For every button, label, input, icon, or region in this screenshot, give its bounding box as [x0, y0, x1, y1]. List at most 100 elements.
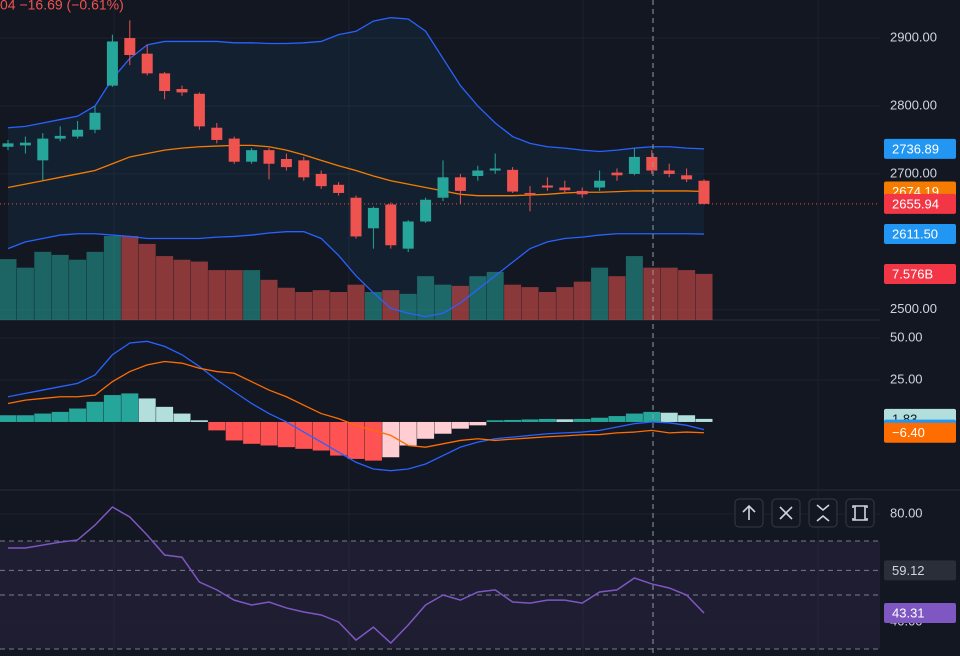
- histogram-bar: [34, 413, 52, 422]
- histogram-bar: [103, 395, 121, 422]
- toolbar: [734, 498, 875, 528]
- volume-bar: [260, 279, 278, 320]
- volume-bar: [69, 259, 87, 320]
- volume-bar: [347, 284, 365, 320]
- candle-body: [2, 143, 14, 147]
- volume-badge: [884, 264, 956, 284]
- histogram-bar: [173, 413, 191, 422]
- volume-bar: [643, 267, 661, 320]
- volume-bar: [556, 287, 574, 320]
- histogram-bar: [312, 421, 330, 451]
- histogram-bar: [190, 420, 208, 422]
- histogram-bar: [0, 415, 17, 422]
- histogram-bar: [417, 421, 435, 439]
- volume-bar: [660, 267, 678, 320]
- histogram-bar: [573, 418, 591, 422]
- histogram-bar: [678, 415, 696, 422]
- histogram-bar: [556, 419, 574, 422]
- histogram-bar: [591, 417, 609, 422]
- histogram-bar: [277, 421, 295, 448]
- volume-bar: [521, 287, 539, 320]
- histogram-bar: [138, 398, 156, 422]
- y-tick-label: 2900.00: [890, 29, 937, 44]
- volume-bar: [382, 290, 400, 320]
- volume-bar: [591, 267, 609, 320]
- candle-body: [420, 199, 432, 222]
- candle-body: [333, 184, 345, 193]
- volume-bar: [156, 256, 174, 320]
- price-badge: [884, 422, 956, 443]
- candle-body: [698, 180, 710, 204]
- volume-bar: [225, 270, 243, 320]
- histogram-bar: [295, 421, 313, 449]
- y-tick-label: 25.00: [890, 371, 923, 386]
- move-up-button[interactable]: [734, 498, 764, 528]
- volume-bar: [625, 256, 643, 320]
- histogram-bar: [121, 393, 139, 422]
- volume-bar: [364, 292, 382, 320]
- candle-body: [228, 138, 240, 162]
- histogram-bar: [486, 420, 504, 422]
- line: [8, 506, 705, 645]
- volume-bar: [695, 273, 713, 320]
- candle-body: [524, 192, 536, 195]
- candle-body: [124, 38, 136, 56]
- header-change: 04 −16.69 (−0.61%): [0, 0, 124, 13]
- histogram-bar: [382, 421, 400, 458]
- price-badge: [884, 560, 956, 581]
- maximize-button[interactable]: [845, 498, 875, 528]
- volume-badge-label: 7.576B: [892, 266, 933, 281]
- y-tick-label: 80.00: [890, 505, 923, 520]
- histogram-bar: [364, 421, 382, 461]
- volume-bar: [208, 270, 226, 320]
- volume-bar: [417, 276, 435, 320]
- candle-body: [611, 172, 623, 176]
- histogram-bar: [86, 401, 104, 422]
- y-tick-label: 2700.00: [890, 165, 937, 180]
- histogram-bar: [504, 419, 522, 422]
- candle-body: [576, 190, 588, 195]
- candle-body: [298, 160, 310, 178]
- volume-bar: [295, 292, 313, 320]
- volume-bar: [103, 236, 121, 320]
- candle-body: [681, 175, 693, 180]
- candle-body: [159, 73, 171, 92]
- volume-bar: [486, 271, 504, 320]
- candle-body: [246, 150, 258, 162]
- price-badge: [884, 138, 956, 159]
- candle-body: [628, 156, 640, 174]
- volume-bar: [190, 261, 208, 320]
- histogram-bar: [608, 416, 626, 422]
- price-badge-label: 2655.94: [892, 196, 939, 211]
- candle-body: [472, 170, 484, 176]
- histogram-bar: [521, 419, 539, 422]
- close-button[interactable]: [771, 498, 801, 528]
- histogram-bar: [469, 421, 487, 426]
- line: [7, 360, 705, 448]
- histogram-bar: [51, 411, 69, 422]
- candle-body: [54, 135, 66, 139]
- histogram-bar: [260, 421, 278, 446]
- candle-body: [19, 142, 31, 146]
- line: [7, 144, 705, 197]
- volume-bar: [121, 236, 139, 320]
- histogram-bar: [434, 421, 452, 434]
- histogram-bar: [156, 406, 174, 422]
- candle-body: [454, 177, 466, 191]
- candle-body: [315, 173, 327, 187]
- candle-body: [211, 127, 223, 140]
- histogram-bar: [69, 408, 87, 422]
- candle-body: [437, 177, 449, 198]
- volume-bar: [86, 251, 104, 320]
- histogram-bar: [660, 412, 678, 422]
- candle-body: [507, 169, 519, 192]
- candle-body: [350, 197, 362, 237]
- candle-body: [541, 185, 553, 188]
- candle-body: [72, 129, 84, 137]
- candle-body: [37, 138, 49, 161]
- histogram-bar: [643, 411, 661, 422]
- line: [7, 340, 705, 472]
- collapse-button[interactable]: [808, 498, 838, 528]
- plots: 2500.002700.002800.002900.002736.892674.…: [0, 17, 956, 650]
